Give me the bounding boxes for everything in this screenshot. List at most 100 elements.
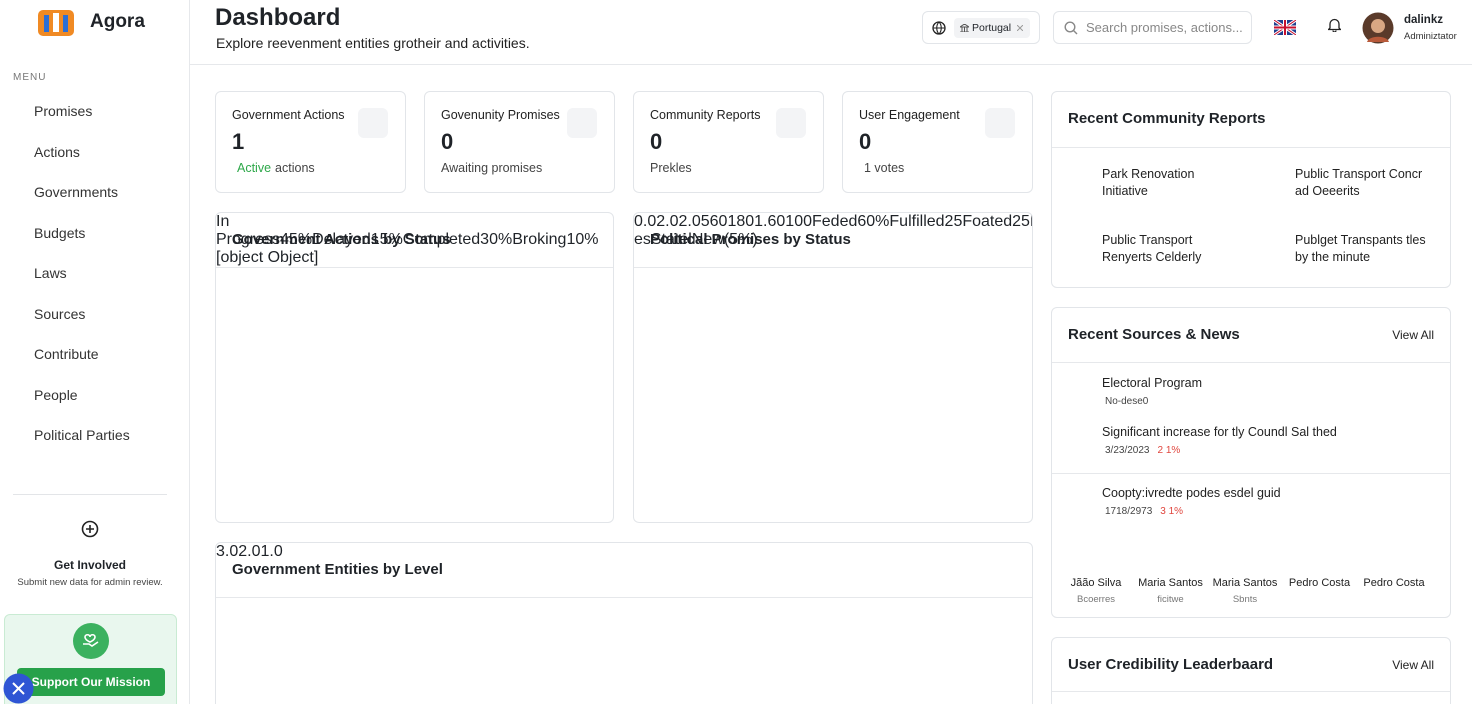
search-box[interactable]: Search promises, actions... (1053, 11, 1252, 44)
report-title[interactable]: Publget Transpants tles by the minute (1295, 233, 1426, 264)
menu-item[interactable]: People (22, 383, 78, 407)
menu-item[interactable]: Actions (22, 140, 80, 164)
person-name[interactable]: Pedro Costa (1363, 577, 1425, 589)
stat-note: Prekles (650, 161, 692, 175)
value-label: 25 (944, 213, 963, 230)
country-chip: Portugal (954, 18, 1030, 38)
country-name: Portugal (972, 22, 1012, 34)
support-button-label[interactable]: Support Our Mission (31, 675, 151, 689)
card-title: Recent Community Reports (1068, 110, 1266, 127)
menu-label[interactable]: People (34, 386, 78, 403)
search-placeholder: Search promises, actions... (1086, 20, 1243, 35)
get-involved-title: Get Involved (53, 558, 127, 572)
y-tick-label: 1.0 (260, 543, 283, 560)
country-selector[interactable]: Portugal (922, 11, 1040, 44)
person-role: Bcoerres (1076, 594, 1115, 605)
support-button[interactable]: Support Our Mission (17, 668, 165, 696)
person-name[interactable]: Jãão Silva (1070, 577, 1122, 589)
plot: 3.02.01.0 (216, 543, 283, 560)
globe-icon (932, 21, 946, 35)
stat-value: 0 (650, 129, 663, 154)
divider (1052, 473, 1450, 474)
slice-label: Completed (402, 231, 481, 248)
view-all-link[interactable]: View All (1392, 328, 1434, 342)
menu-label[interactable]: Promises (34, 103, 93, 119)
view-all-link[interactable]: View All (1392, 658, 1434, 672)
menu-label[interactable]: Laws (34, 265, 67, 281)
source-title[interactable]: Coopty:ivredte podes esdel guid (1102, 486, 1281, 500)
stat-icon-box (776, 108, 806, 138)
chart: In Progress45%Delayed15%Completed30%Brok… (216, 213, 613, 267)
person-name[interactable]: Maria Santos (1212, 577, 1278, 589)
stat-title: Community Reports (650, 108, 761, 122)
logo-icon (38, 10, 74, 36)
menu-item[interactable]: Contribute (22, 342, 99, 366)
chart-title: Government Entities by Level (232, 561, 443, 578)
chart: 0.02.02.05601801.60100Feded60%Fulfilled2… (634, 213, 1032, 249)
card-title: Recent Sources & News (1068, 326, 1240, 343)
source-title[interactable]: Electoral Program (1102, 376, 1203, 390)
divider (216, 267, 613, 268)
stat-title: User Engagement (859, 108, 960, 122)
leaderboard-card: User Credibility Leaderbaard View All (1051, 637, 1451, 704)
stat-card: Govenunity Promises 0 Awaiting promises (424, 91, 615, 193)
menu-item[interactable]: Budgets (22, 221, 85, 245)
slice-value-label: 45% (280, 231, 313, 248)
language-flag[interactable] (1274, 20, 1296, 35)
x-tick-label: 0.0 (634, 213, 657, 230)
chip-close-icon[interactable] (1017, 25, 1024, 31)
stat-value: 1 (232, 129, 245, 154)
person-name[interactable]: Maria Santos (1138, 577, 1203, 589)
menu-item[interactable]: Promises (22, 99, 92, 123)
stat-value: 0 (859, 129, 872, 154)
menu-label[interactable]: Political Parties (34, 427, 130, 443)
y-tick-label: New (1030, 213, 1032, 230)
report-title[interactable]: Public Transport Concr ad Oeeerits (1295, 167, 1423, 198)
source-title[interactable]: Significant increase for tly Coundl Sal … (1102, 425, 1337, 439)
menu-label[interactable]: Contribute (34, 346, 99, 362)
report-title[interactable]: Park Renovation Initiative (1102, 167, 1195, 198)
stat-card: User Engagement 0 1 votes (842, 91, 1033, 193)
x-tick-label: 2.0 (656, 213, 679, 230)
source-change: 2 1% (1157, 445, 1181, 456)
chart-card: Government Actions by Status In Progress… (215, 212, 614, 523)
stat-note: Active actions (232, 161, 315, 175)
slice-value-label: 30% (480, 231, 513, 248)
support-icon (73, 623, 109, 659)
report-title[interactable]: Public Transport Renyerts Celderly (1102, 233, 1202, 264)
divider (1052, 147, 1450, 148)
notification-bell[interactable] (1328, 18, 1341, 32)
building-icon (960, 24, 969, 32)
y-tick-label: Fulfilled (889, 213, 945, 230)
source-date: 1718/2973 (1105, 506, 1153, 517)
stat-icon-box (567, 108, 597, 138)
menu-item[interactable]: Laws (22, 261, 67, 285)
legend-label: Partially es (634, 231, 651, 248)
plus-icon (81, 520, 99, 538)
menu-item[interactable]: Sources (22, 302, 85, 326)
value-label: 60% (857, 213, 890, 230)
menu-label[interactable]: Actions (34, 143, 80, 160)
source-meta: No-dese0 (1102, 396, 1148, 407)
stat-note-text: Prekles (650, 161, 692, 175)
menu-item[interactable]: Political Parties (22, 423, 130, 447)
x-tick-label: 2.0 (678, 213, 701, 230)
help-fab[interactable] (3, 673, 34, 704)
slice-label: Broking (512, 231, 567, 248)
y-tick-label: Foated (962, 213, 1013, 230)
menu-label[interactable]: Governments (34, 184, 119, 200)
header: Dashboard Explore reevenment entities gr… (190, 0, 1472, 65)
stat-icon-box (985, 108, 1015, 138)
stat-note-text: 1 votes (864, 161, 905, 175)
source-change: 3 1% (1160, 506, 1184, 517)
menu-item[interactable]: Governments (22, 180, 118, 204)
user-avatar[interactable] (1362, 12, 1394, 44)
menu-label[interactable]: Budgets (34, 224, 86, 241)
source-date: 3/23/2023 (1105, 445, 1150, 456)
stat-note: Awaiting promises (441, 161, 542, 175)
stat-note: 1 votes (859, 161, 904, 175)
chart-title: Political Promises by Status (650, 231, 851, 248)
x-tick-label: 180 (727, 213, 755, 230)
menu-label[interactable]: Sources (34, 305, 86, 322)
person-name[interactable]: Pedro Costa (1288, 577, 1351, 589)
